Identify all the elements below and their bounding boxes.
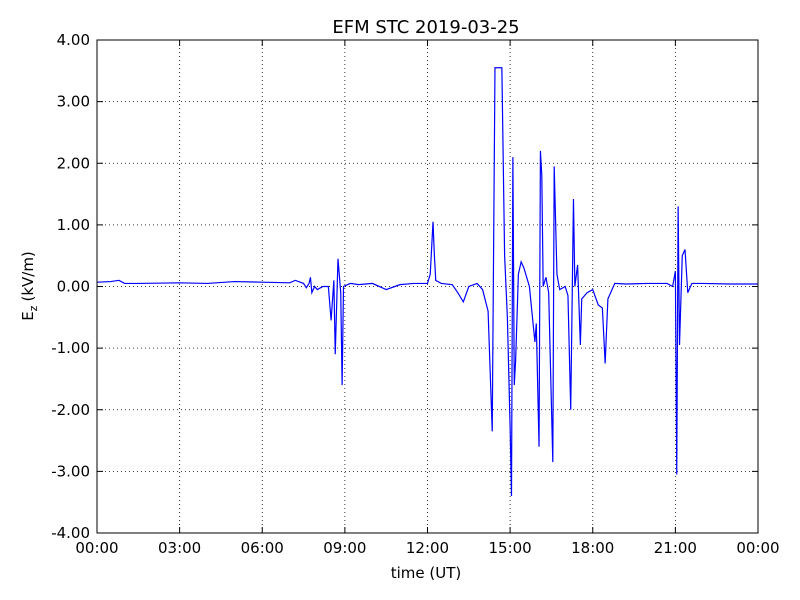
y-tick-label: -3.00 xyxy=(51,462,90,480)
chart-title: EFM STC 2019-03-25 xyxy=(332,17,519,38)
x-tick-label: 06:00 xyxy=(241,539,284,557)
y-tick-label: 2.00 xyxy=(57,154,90,172)
y-tick-label: -2.00 xyxy=(51,401,90,419)
x-tick-label: 00:00 xyxy=(75,539,118,557)
x-tick-label: 00:00 xyxy=(736,539,779,557)
y-tick-label: -1.00 xyxy=(51,339,90,357)
x-tick-label: 15:00 xyxy=(489,539,532,557)
data-line xyxy=(96,67,758,497)
x-tick-label: 12:00 xyxy=(406,539,449,557)
y-tick-label: -4.00 xyxy=(51,524,90,542)
y-tick-label: 1.00 xyxy=(57,216,90,234)
y-tick-label: 4.00 xyxy=(57,31,90,49)
x-tick-label: 18:00 xyxy=(571,539,614,557)
y-label-main: E xyxy=(19,311,37,320)
plot-frame xyxy=(96,39,759,534)
y-axis-label: Ez (kV/m) xyxy=(19,251,40,321)
x-tick-label: 21:00 xyxy=(654,539,697,557)
y-tick-label: 3.00 xyxy=(57,93,90,111)
x-tick-label: 09:00 xyxy=(323,539,366,557)
x-tick-label: 03:00 xyxy=(158,539,201,557)
y-label-sub: z xyxy=(27,305,40,311)
x-axis-label: time (UT) xyxy=(391,564,462,582)
y-label-unit: (kV/m) xyxy=(19,251,37,301)
y-tick-label: 0.00 xyxy=(57,278,90,296)
